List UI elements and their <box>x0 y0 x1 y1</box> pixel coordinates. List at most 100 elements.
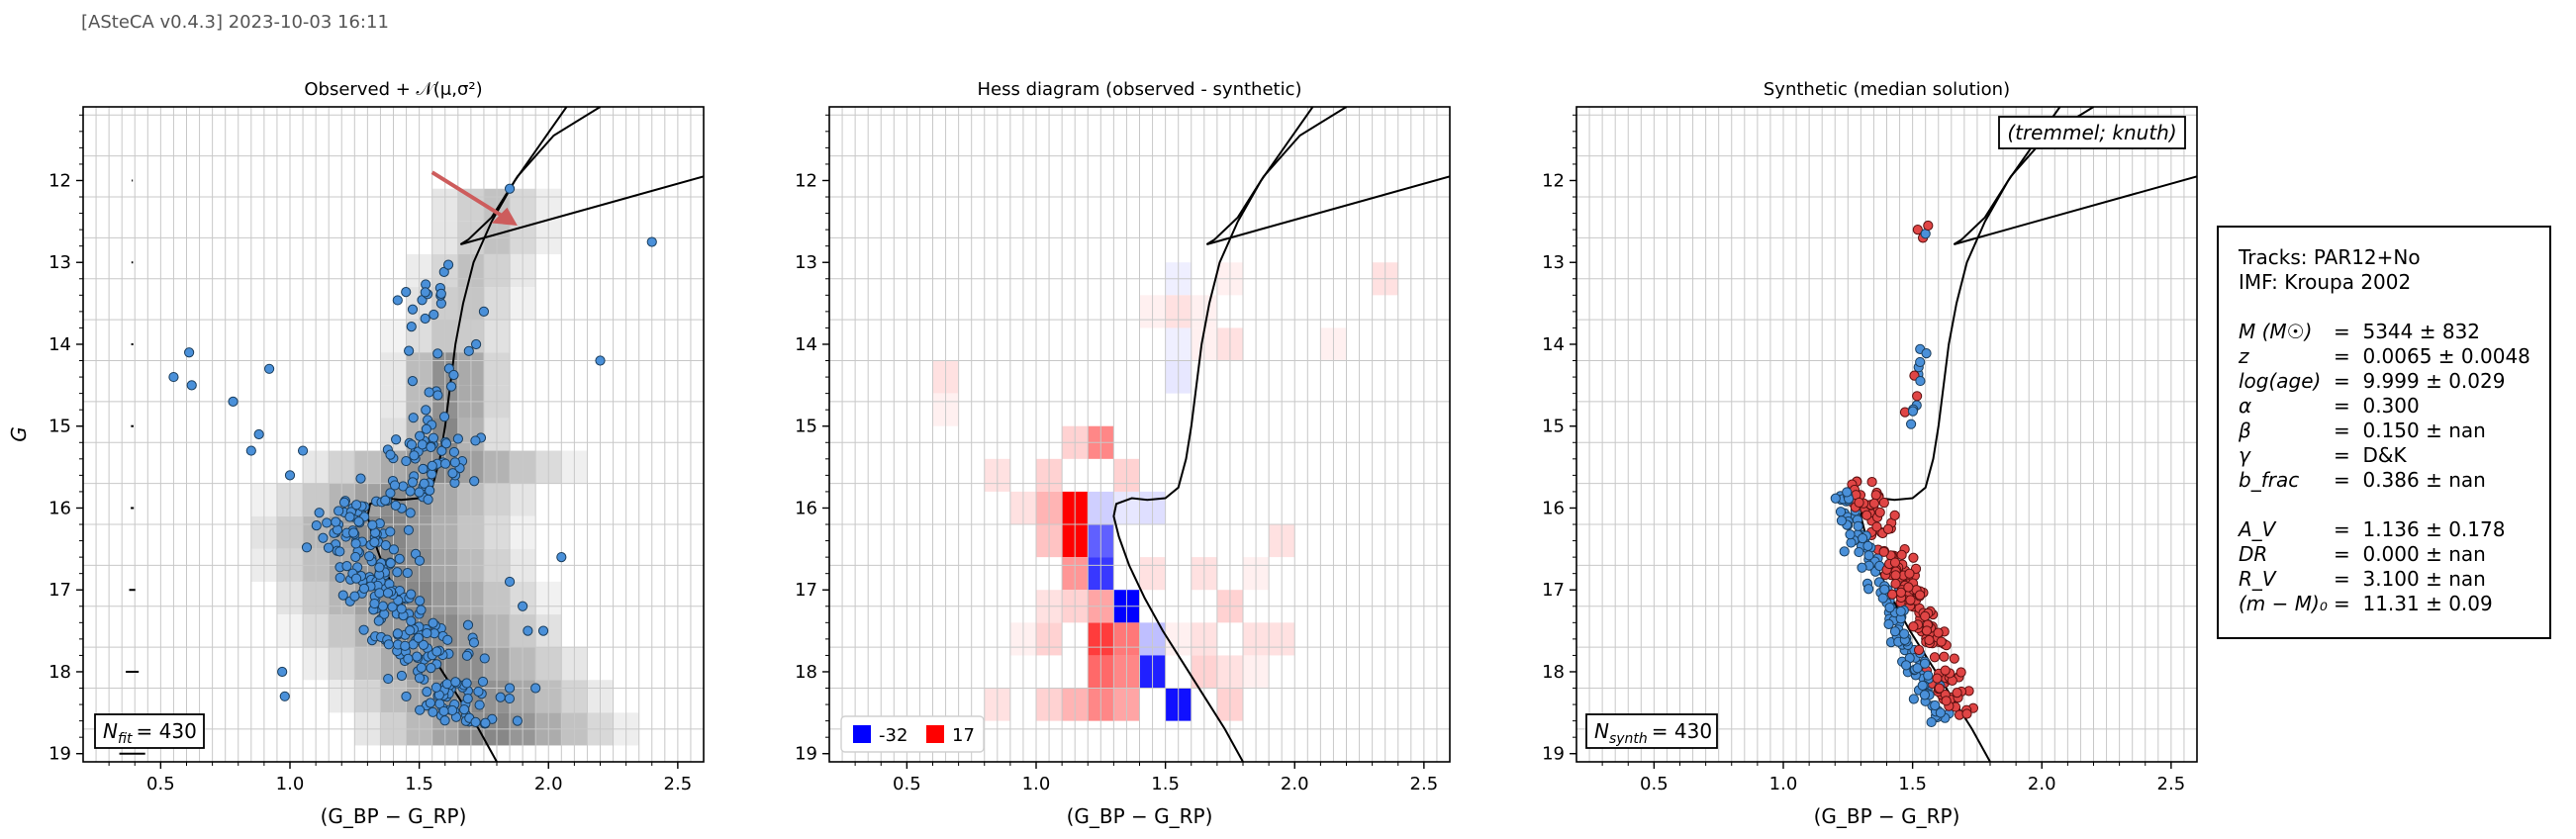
single-star-point <box>1923 670 1934 681</box>
param-row: A_V = 1.136 ± 0.178 <box>2239 517 2531 542</box>
star-point <box>322 517 333 528</box>
star-point <box>427 469 437 480</box>
star-point <box>429 309 439 321</box>
single-star-point <box>1917 680 1928 692</box>
star-point <box>449 457 460 468</box>
binary-star-point <box>1905 595 1916 606</box>
legend-box <box>94 713 205 749</box>
star-point <box>253 428 264 440</box>
star-point <box>279 691 290 701</box>
star-point <box>442 634 453 645</box>
star-point <box>512 715 524 726</box>
single-star-point <box>1921 348 1932 359</box>
panel-title: Hess diagram (observed - synthetic) <box>977 79 1301 100</box>
param-symbol: DR <box>2239 542 2268 566</box>
y-tick-label: 13 <box>48 252 71 273</box>
single-star-point <box>1883 618 1894 630</box>
single-star-point <box>1935 707 1946 718</box>
binary-star-point <box>1940 665 1951 676</box>
y-tick-label: 14 <box>48 334 71 355</box>
param-value: = 11.31 ± 0.09 <box>2334 592 2493 615</box>
star-point <box>421 405 431 416</box>
hess-legend-box <box>840 715 985 753</box>
param-row: β = 0.150 ± nan <box>2239 419 2531 443</box>
star-point <box>445 381 457 392</box>
params-rows: M (M☉) = 5344 ± 832 z = 0.0065 ± 0.0048 log(… <box>2239 320 2531 616</box>
single-star-point <box>1839 546 1850 557</box>
plot-area <box>1576 107 2197 762</box>
star-point <box>414 487 425 498</box>
y-tick-label: 13 <box>795 252 817 273</box>
binary-star-point <box>1921 625 1933 636</box>
star-point <box>351 500 362 511</box>
binary-star-point <box>1949 653 1959 664</box>
single-star-point <box>1895 606 1906 617</box>
hess-legend-neg-swatch <box>853 725 871 743</box>
turnoff-arrow-head <box>491 207 518 226</box>
star-point <box>391 434 402 445</box>
star-point <box>353 516 364 527</box>
binary-star-point <box>1912 391 1923 402</box>
star-point <box>446 704 458 716</box>
single-star-point <box>1899 628 1910 639</box>
star-point <box>277 666 288 678</box>
star-point <box>385 488 396 499</box>
star-point <box>425 698 435 708</box>
isochrone-branch <box>1205 107 1450 245</box>
param-value: = 0.000 ± nan <box>2334 542 2486 566</box>
star-point <box>344 512 355 522</box>
star-point <box>406 439 418 450</box>
star-point <box>184 347 195 358</box>
star-point <box>407 477 419 488</box>
star-point <box>417 439 428 450</box>
binary-star-point <box>1889 557 1901 568</box>
binary-star-point <box>1874 507 1885 517</box>
y-tick-label: 16 <box>48 498 71 518</box>
x-tick-label: 1.0 <box>1769 774 1798 794</box>
binary-star-point <box>1868 498 1880 509</box>
binary-star-point <box>1952 688 1962 699</box>
star-point <box>415 704 426 715</box>
star-point <box>186 380 197 391</box>
star-point <box>423 494 433 505</box>
star-point <box>438 705 449 716</box>
star-point <box>311 520 322 531</box>
binary-star-point <box>1936 636 1947 647</box>
panel-1: 0.5 1.0 1.5 2.0 2.5 12 13 14 15 16 17 18 19 (G_BP − G… <box>48 79 705 828</box>
single-star-point <box>1854 546 1864 558</box>
turnoff-arrow <box>430 170 506 220</box>
param-row: γ = D&K <box>2239 443 2531 468</box>
y-tick-label: 14 <box>1542 334 1565 355</box>
star-point <box>414 673 426 684</box>
star-point <box>462 619 474 630</box>
star-point <box>407 304 419 315</box>
x-axis-label: (G_BP − G_RP) <box>1814 804 1960 828</box>
binary-star-point <box>1904 568 1915 579</box>
y-tick-label: 19 <box>48 744 71 765</box>
star-point <box>338 497 350 508</box>
parameters-box: Tracks: PAR12+No IMF: Kroupa 2002 M (M☉)… <box>2217 226 2551 639</box>
header-text: [ASteCA v0.4.3] 2023-10-03 16:11 <box>81 12 389 33</box>
star-point <box>439 715 450 726</box>
y-tick-label: 14 <box>795 334 817 355</box>
y-tick-label: 18 <box>1542 662 1565 683</box>
single-star-point <box>1884 602 1895 613</box>
param-value: = 1.136 ± 0.178 <box>2334 517 2506 541</box>
star-point <box>396 670 408 682</box>
star-point <box>385 526 396 537</box>
binary-star-point <box>1854 497 1864 509</box>
panel-2: 0.5 1.0 1.5 2.0 2.5 12 13 14 15 16 17 18 19 (G_BP − G… <box>795 79 1451 828</box>
x-tick-label: 0.5 <box>1640 774 1669 794</box>
y-tick-label: 19 <box>1542 744 1565 765</box>
star-point <box>530 683 541 694</box>
plot-area <box>829 107 1450 762</box>
params-imf: IMF: Kroupa 2002 <box>2239 270 2412 294</box>
binary-star-point <box>1932 673 1943 684</box>
x-tick-label: 2.5 <box>664 774 693 794</box>
star-point <box>415 596 426 606</box>
single-star-point <box>1858 533 1868 544</box>
hess-legend-pos-label: 17 <box>952 725 975 746</box>
single-star-point <box>1845 529 1856 540</box>
binary-star-point <box>1913 644 1925 656</box>
